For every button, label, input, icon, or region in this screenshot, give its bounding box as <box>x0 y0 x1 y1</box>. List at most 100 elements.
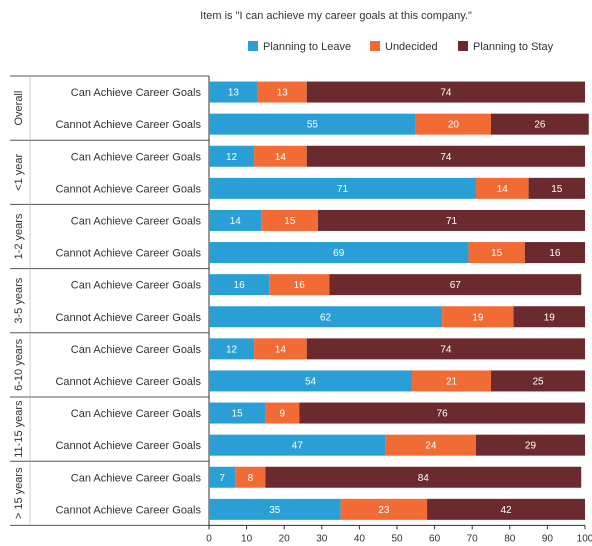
x-tick-label: 100 <box>577 533 592 544</box>
group-label: 6-10 years <box>13 338 25 390</box>
x-tick-label: 80 <box>504 533 516 544</box>
bar-segment-undecided <box>385 434 476 456</box>
bar-segment-planning-to-stay <box>306 145 585 167</box>
category-label: Cannot Achieve Career Goals <box>55 440 201 452</box>
data-label: 54 <box>305 377 317 388</box>
bar-segment-planning-to-leave <box>209 145 255 167</box>
bar-segment-undecided <box>254 145 307 167</box>
category-label: Can Achieve Career Goals <box>71 344 202 356</box>
bar-segment-planning-to-stay <box>524 242 585 264</box>
group-label: > 15 years <box>13 467 25 519</box>
bar-segment-planning-to-leave <box>209 370 413 392</box>
bar-segment-planning-to-leave <box>209 81 258 103</box>
category-label: Can Achieve Career Goals <box>71 408 202 420</box>
x-tick-label: 30 <box>316 533 328 544</box>
bar-segment-planning-to-leave <box>209 434 386 456</box>
category-label: Can Achieve Career Goals <box>71 280 202 292</box>
category-label: Cannot Achieve Career Goals <box>55 248 201 260</box>
data-label: 67 <box>450 280 462 291</box>
data-label: 9 <box>280 409 286 420</box>
legend-swatch-3 <box>458 41 468 51</box>
bar-segment-undecided <box>261 209 319 231</box>
legend-label-2: Undecided <box>385 41 438 53</box>
legend: Planning to Leave Undecided Planning to St… <box>248 41 554 53</box>
bar-segment-planning-to-leave <box>209 306 443 328</box>
data-label: 15 <box>551 184 563 195</box>
bar-segment-planning-to-stay <box>265 466 582 488</box>
data-label: 14 <box>275 152 287 163</box>
x-tick-label: 50 <box>391 533 403 544</box>
bar-segment-undecided <box>269 274 330 296</box>
legend-swatch-1 <box>248 41 258 51</box>
data-label: 19 <box>472 312 484 323</box>
data-label: 19 <box>544 312 556 323</box>
x-tick-label: 0 <box>206 533 212 544</box>
data-label: 26 <box>534 120 546 131</box>
data-label: 25 <box>532 377 544 388</box>
bar-segment-planning-to-leave <box>209 498 341 520</box>
plot-area: Overall Can Achieve Career Goals 13 13 74 Can… <box>10 75 592 544</box>
data-label: 71 <box>337 184 349 195</box>
data-label: 16 <box>549 248 561 259</box>
data-label: 15 <box>232 409 244 420</box>
bar-segment-undecided <box>340 498 428 520</box>
x-tick-label: 20 <box>279 533 291 544</box>
category-label: Can Achieve Career Goals <box>71 216 202 228</box>
group-label: 1-2 years <box>13 213 25 259</box>
data-label: 15 <box>284 216 296 227</box>
bar-segment-planning-to-leave <box>209 338 255 360</box>
bar-segment-planning-to-leave <box>209 242 469 264</box>
bar-segment-planning-to-stay <box>475 434 585 456</box>
bar-segment-undecided <box>257 81 307 103</box>
x-tick-label: 40 <box>354 533 366 544</box>
data-label: 62 <box>320 312 332 323</box>
legend-swatch-2 <box>370 41 380 51</box>
category-label: Cannot Achieve Career Goals <box>55 183 201 195</box>
data-label: 74 <box>440 344 452 355</box>
data-label: 12 <box>226 344 238 355</box>
group-label: Overall <box>13 91 25 126</box>
data-label: 74 <box>440 88 452 99</box>
bar-segment-undecided <box>442 306 514 328</box>
bar-segment-planning-to-stay <box>513 306 585 328</box>
data-label: 12 <box>226 152 238 163</box>
category-label: Cannot Achieve Career Goals <box>55 504 201 516</box>
bar-segment-planning-to-stay <box>306 81 585 103</box>
category-label: Can Achieve Career Goals <box>71 87 202 99</box>
data-label: 7 <box>219 473 225 484</box>
data-label: 14 <box>275 344 287 355</box>
bar-segment-planning-to-stay <box>427 498 585 520</box>
bar-segment-undecided <box>235 466 266 488</box>
legend-label-1: Planning to Leave <box>263 41 351 53</box>
bar-segment-planning-to-stay <box>299 402 585 424</box>
bar-segment-undecided <box>265 402 300 424</box>
data-label: 20 <box>448 120 460 131</box>
data-label: 15 <box>491 248 503 259</box>
category-label: Can Achieve Career Goals <box>71 472 202 484</box>
data-label: 21 <box>446 377 458 388</box>
x-tick-label: 90 <box>542 533 554 544</box>
category-label: Cannot Achieve Career Goals <box>55 376 201 388</box>
bar-segment-planning-to-stay <box>306 338 585 360</box>
data-label: 74 <box>440 152 452 163</box>
data-label: 14 <box>230 216 242 227</box>
data-label: 14 <box>497 184 509 195</box>
data-label: 29 <box>525 441 537 452</box>
bar-segment-planning-to-leave <box>209 466 236 488</box>
group-label: 3-5 years <box>13 277 25 323</box>
bar-segment-planning-to-stay <box>491 113 589 135</box>
category-label: Cannot Achieve Career Goals <box>55 312 201 324</box>
group-label: 11-15 years <box>13 400 25 458</box>
legend-label-3: Planning to Stay <box>473 41 554 53</box>
bar-segment-planning-to-leave <box>209 209 262 231</box>
x-tick-label: 60 <box>429 533 441 544</box>
category-label: Cannot Achieve Career Goals <box>55 119 201 131</box>
data-label: 42 <box>500 505 512 516</box>
bar-segment-planning-to-stay <box>491 370 585 392</box>
bar-segment-planning-to-stay <box>318 209 585 231</box>
data-label: 69 <box>333 248 345 259</box>
bar-segment-undecided <box>415 113 491 135</box>
data-label: 16 <box>294 280 306 291</box>
bar-segment-planning-to-stay <box>329 274 582 296</box>
